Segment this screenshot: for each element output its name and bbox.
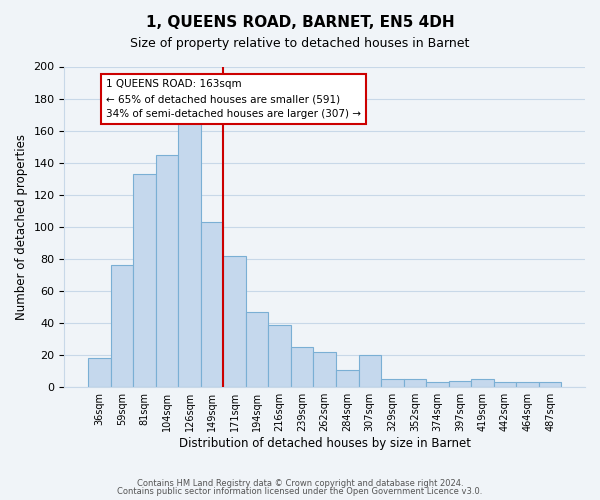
Bar (88, 358, 110, 387)
Bar (313, 352, 336, 387)
Bar (110, 266, 133, 387)
Bar (291, 347, 313, 387)
Bar (201, 222, 223, 387)
Bar (268, 324, 291, 387)
Bar (246, 312, 268, 387)
Bar (223, 256, 246, 387)
Bar (133, 174, 155, 387)
Bar (516, 382, 539, 387)
Bar (449, 381, 471, 387)
Bar (381, 379, 404, 387)
X-axis label: Distribution of detached houses by size in Barnet: Distribution of detached houses by size … (179, 437, 471, 450)
Bar (539, 382, 562, 387)
Text: Contains HM Land Registry data © Crown copyright and database right 2024.: Contains HM Land Registry data © Crown c… (137, 478, 463, 488)
Text: 1 QUEENS ROAD: 163sqm
← 65% of detached houses are smaller (591)
34% of semi-det: 1 QUEENS ROAD: 163sqm ← 65% of detached … (106, 80, 361, 119)
Bar (336, 370, 359, 387)
Bar (155, 154, 178, 387)
Y-axis label: Number of detached properties: Number of detached properties (15, 134, 28, 320)
Text: 1, QUEENS ROAD, BARNET, EN5 4DH: 1, QUEENS ROAD, BARNET, EN5 4DH (146, 15, 454, 30)
Text: Size of property relative to detached houses in Barnet: Size of property relative to detached ho… (130, 38, 470, 51)
Bar (178, 122, 201, 387)
Bar (471, 379, 494, 387)
Bar (426, 382, 449, 387)
Bar (359, 355, 381, 387)
Bar (404, 379, 426, 387)
Text: Contains public sector information licensed under the Open Government Licence v3: Contains public sector information licen… (118, 487, 482, 496)
Bar (494, 382, 516, 387)
